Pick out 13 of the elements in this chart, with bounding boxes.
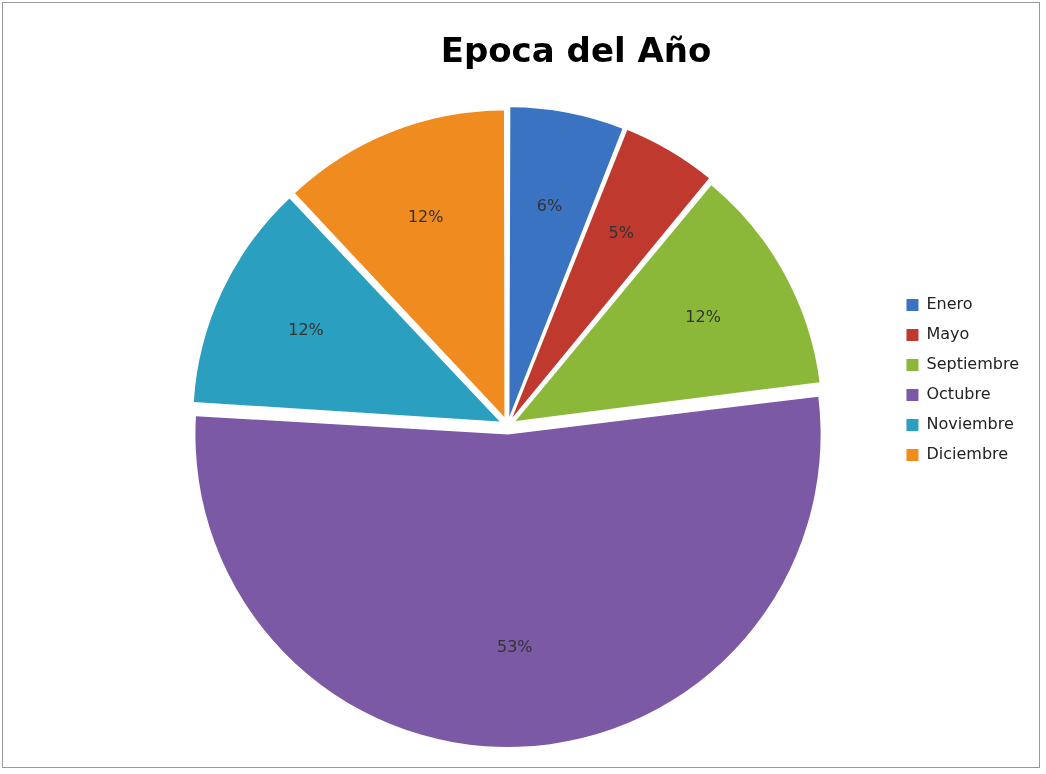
chart-title: Epoca del Año [440, 30, 712, 71]
legend-label: Noviembre [926, 414, 1014, 434]
legend-label: Mayo [926, 324, 970, 344]
legend-label: Septiembre [926, 354, 1019, 374]
legend-label: Octubre [926, 384, 991, 404]
data-label: 12% [407, 207, 444, 227]
legend-label: Diciembre [926, 444, 1009, 464]
data-label: 6% [536, 195, 563, 215]
data-label: 5% [608, 222, 634, 242]
data-label: 12% [685, 307, 721, 327]
legend-label: Enero [926, 294, 973, 314]
data-label: 53% [496, 637, 533, 657]
data-label: 12% [288, 319, 324, 339]
